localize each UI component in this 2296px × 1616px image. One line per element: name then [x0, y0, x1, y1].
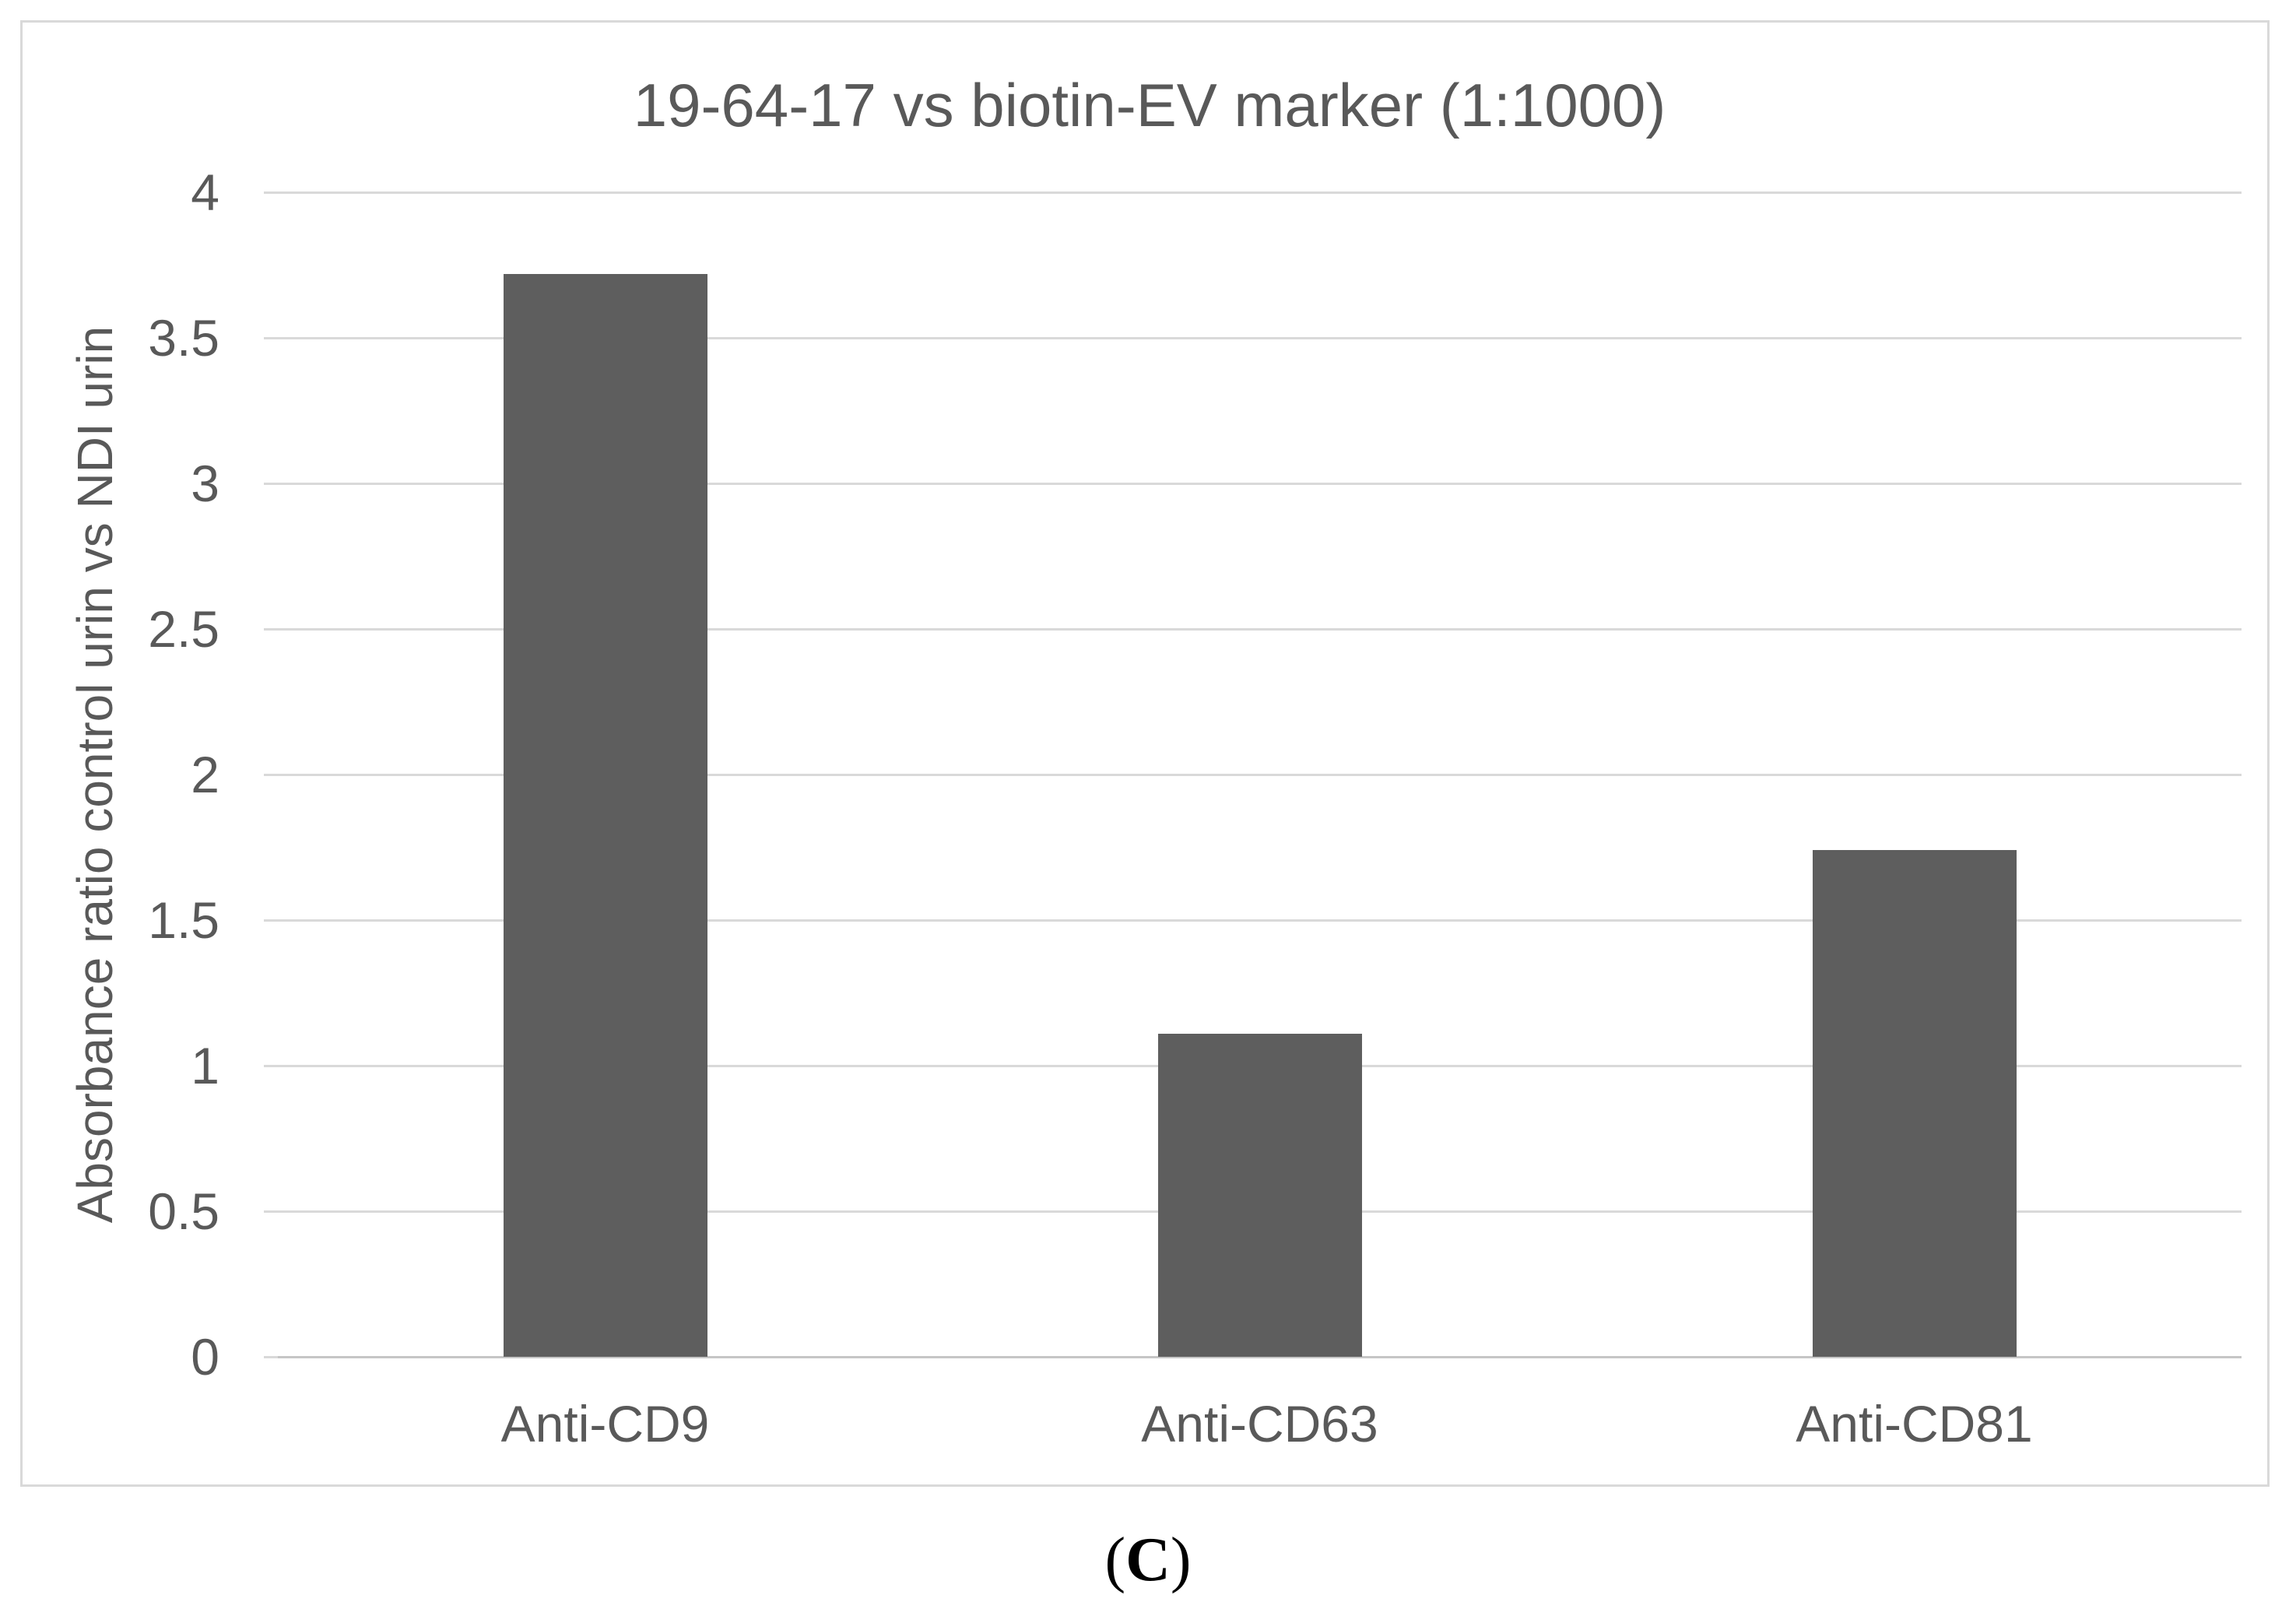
chart-frame: 19-64-17 vs biotin-EV marker (1:1000)	[20, 20, 2270, 1487]
y-tick-label: 2.5	[148, 600, 219, 658]
y-axis-tick	[264, 1064, 278, 1067]
caption-paren-close: )	[1170, 1526, 1192, 1594]
caption-paren-open: (	[1104, 1526, 1126, 1594]
figure-caption: (C)	[1104, 1519, 1191, 1600]
x-category-label: Anti-CD9	[500, 1395, 710, 1453]
y-axis-tick	[264, 627, 278, 631]
y-axis-tick	[264, 1210, 278, 1213]
y-axis-tick	[264, 1355, 278, 1358]
bar-anti-cd81	[1812, 850, 2017, 1357]
x-axis-line	[278, 1355, 2242, 1358]
gridline	[278, 482, 2242, 485]
gridline	[278, 627, 2242, 631]
gridline	[278, 919, 2242, 922]
y-axis-tick	[264, 336, 278, 339]
y-axis-tick	[264, 191, 278, 194]
bar-anti-cd9	[503, 273, 707, 1357]
caption-letter: C	[1125, 1526, 1171, 1594]
gridline	[278, 773, 2242, 776]
gridline	[278, 336, 2242, 339]
y-axis-tick	[264, 919, 278, 922]
gridline	[278, 191, 2242, 194]
y-axis-tick	[264, 482, 278, 485]
y-tick-label: 0.5	[148, 1182, 219, 1240]
bar-anti-cd63	[1157, 1033, 1362, 1357]
y-axis-tick	[264, 773, 278, 776]
y-tick-label: 0	[191, 1328, 219, 1386]
chart-title: 19-64-17 vs biotin-EV marker (1:1000)	[633, 71, 1666, 139]
x-category-label: Anti-CD63	[1141, 1395, 1378, 1453]
y-tick-label: 1	[191, 1037, 219, 1094]
y-tick-label: 2	[191, 746, 219, 803]
plot-area: 0 0.5 1 1.5 2 2.5 3 3.5 4 Anti-CD9 Anti-CD63 Anti-C…	[148, 167, 2242, 1453]
y-tick-label: 1.5	[148, 891, 219, 949]
y-axis-title: Absorbance ratio control urin vs NDI uri…	[67, 325, 123, 1224]
x-category-label: Anti-CD81	[1796, 1395, 2033, 1453]
y-tick-label: 3	[191, 455, 219, 512]
y-tick-label: 3.5	[148, 309, 219, 367]
y-tick-label: 4	[191, 163, 219, 221]
